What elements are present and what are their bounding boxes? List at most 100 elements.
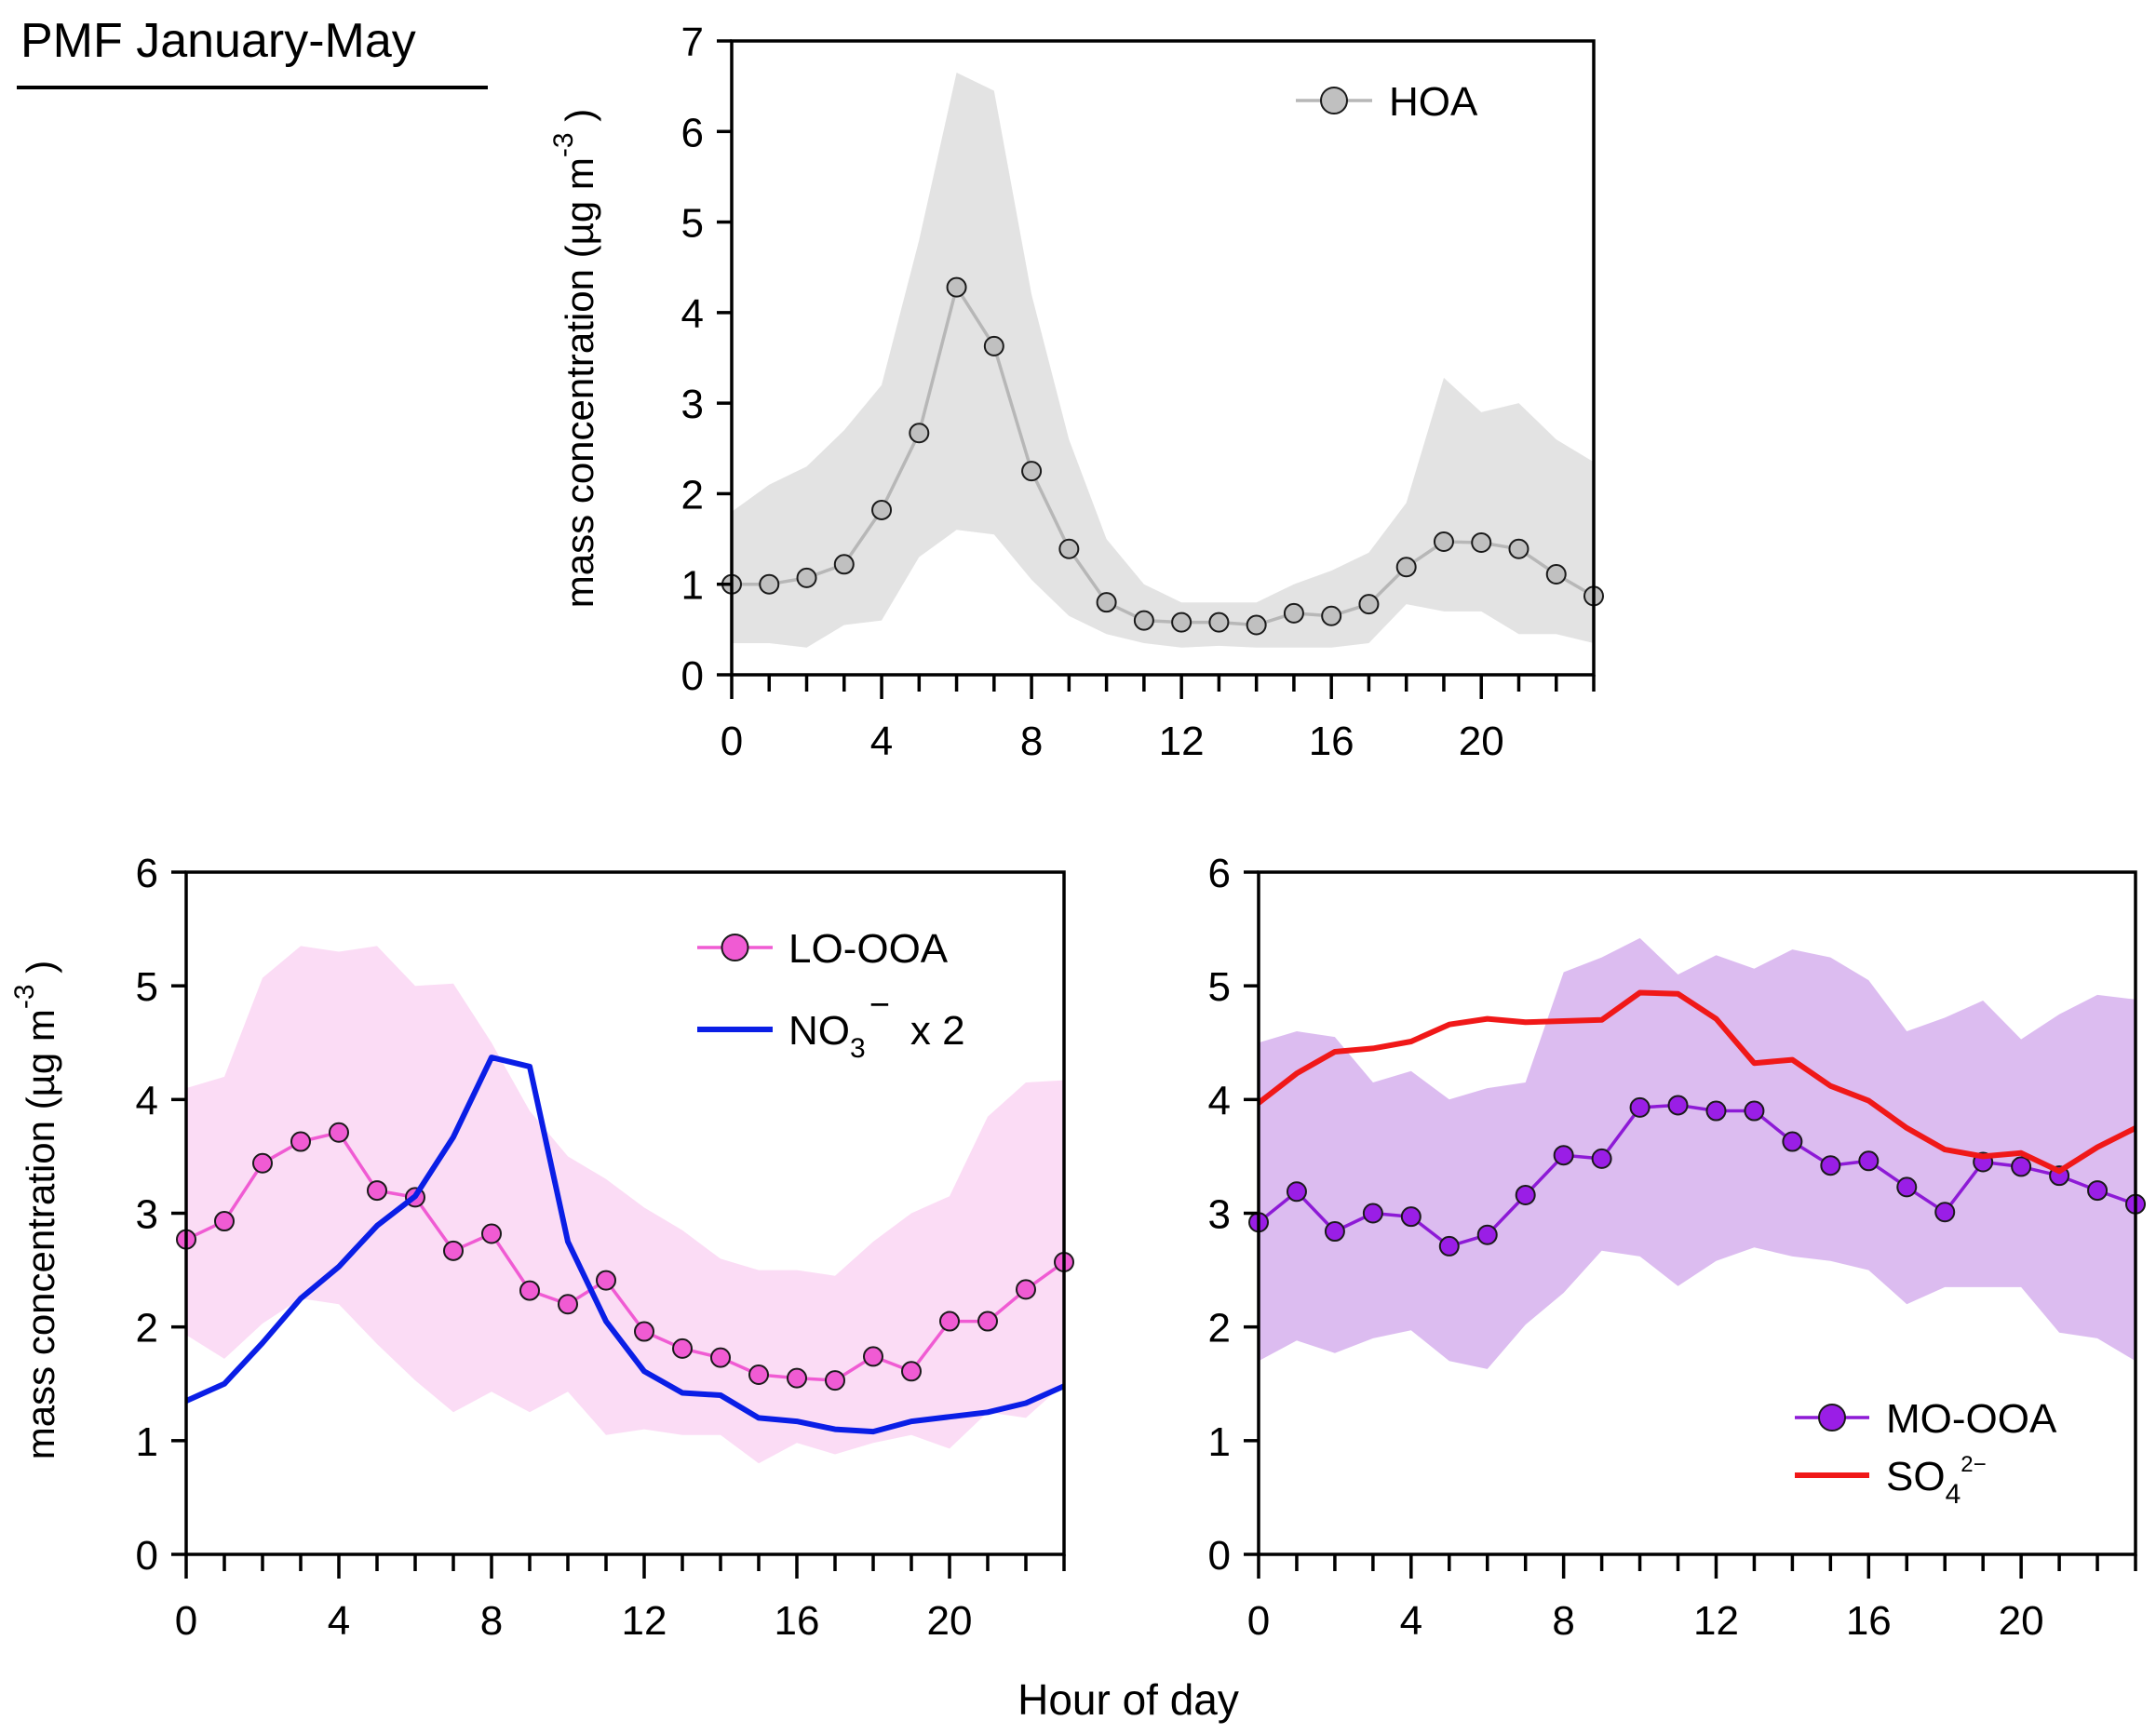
lo-ooa-series-0-point [901,1361,922,1382]
lo-ooa-y-tick-label: 0 [136,1533,158,1579]
hoa-series-0-point [833,554,855,575]
mo-ooa-series-0-point [2011,1156,2032,1177]
hoa-x-tick-label: 0 [721,719,743,764]
mo-ooa-y-tick-label: 4 [1208,1078,1231,1123]
mo-ooa-series-0-point [1782,1131,1803,1152]
lo-ooa-series-0-point [367,1180,387,1202]
lo-ooa-series-0-point [634,1321,654,1342]
hoa-series-0-point [946,276,967,298]
hoa-x-tick-label: 12 [1159,719,1205,764]
hoa-legend-swatch-marker [1320,87,1348,114]
mo-ooa-series-0-point [1820,1155,1841,1176]
lo-ooa-legend-label-sub: 3 [850,1033,866,1064]
hoa-y-tick-label: 5 [681,201,704,247]
hoa-series-0-point [1096,592,1117,613]
hoa-y-tick-label: 4 [681,291,704,337]
mo-ooa-series-0-point [1476,1224,1498,1245]
hoa-series-0-point [1395,557,1417,578]
lo-ooa-series-0-point [519,1280,540,1301]
mo-ooa-legend-label: SO42− [1886,1452,1987,1510]
lo-ooa-legend-label-main: NO [788,1008,850,1054]
lo-ooa-series-0-point [787,1367,807,1389]
hoa-series-0-point [1433,531,1454,552]
hoa-series-0-point [1171,612,1193,633]
hoa-y-tick-label: 0 [681,653,704,699]
lo-ooa-series-0-point [1016,1279,1036,1300]
hoa-series-0-point [1471,531,1492,553]
hoa-series-0-point [1508,538,1529,559]
hoa-series-0-point [1358,594,1380,615]
mo-ooa-series-0-point [1705,1100,1727,1122]
mo-ooa-x-tick-label: 16 [1846,1598,1892,1644]
figure-title-block: PMF January-May [20,13,416,69]
hoa-y-tick-label: 2 [681,472,704,518]
lo-ooa-series-1-line [184,1055,1066,1435]
hoa-y-axis-label-close: ) [558,109,601,133]
hoa-series-0-point [759,573,780,595]
mo-ooa-legend-swatch-marker [1818,1404,1846,1432]
mo-ooa-x-tick-label: 20 [1999,1598,2044,1644]
mo-ooa-series-0-point [1858,1150,1880,1172]
mo-ooa-series-0-point [1438,1235,1460,1257]
hoa-series-0-point [1208,612,1230,633]
lo-ooa-series-0-point [443,1240,464,1261]
lo-ooa-y-axis-label-close: ) [19,961,62,985]
lo-ooa-series-0-point [481,1223,502,1244]
mo-ooa-series-0-point [1324,1221,1345,1243]
lo-ooa-y-tick-label: 4 [136,1078,158,1123]
hoa-series-0-point [1321,605,1342,626]
mo-ooa-y-tick-label: 5 [1208,964,1231,1010]
hoa-y-tick-label: 1 [681,563,704,609]
lo-ooa-series-0-point [939,1311,960,1332]
lo-ooa-y-axis-label-main: mass concentration (µg m [19,1009,62,1459]
hoa-series-0-point [1283,602,1304,624]
mo-ooa-series-0-point [1515,1184,1536,1205]
mo-ooa-legend-label-sub: 4 [1946,1479,1961,1510]
mo-ooa-series-0-point [1744,1100,1765,1122]
mo-ooa-x-tick-label: 4 [1400,1598,1422,1644]
hoa-y-axis-label-sup: -3 [548,132,579,157]
lo-ooa-legend-label: NO3−x 2 [788,986,965,1064]
hoa-variability-band [732,73,1594,648]
lo-ooa-series-0-point [672,1337,693,1359]
mo-ooa-x-tick-label: 12 [1693,1598,1739,1644]
hoa-series-0-point [1545,564,1567,585]
lo-ooa-series-0-point [825,1370,845,1391]
mo-ooa-legend-label-main: SO [1886,1454,1946,1499]
lo-ooa-series-0-point [290,1131,311,1152]
x-axis-label: Hour of day [1017,1675,1239,1724]
lo-ooa-x-tick-label: 4 [328,1598,350,1644]
lo-ooa-x-tick-label: 8 [480,1598,503,1644]
hoa-series-0-point [1246,614,1267,636]
lo-ooa-series-0-point [748,1364,769,1385]
hoa-series-0-point [1021,461,1043,482]
hoa-legend-label: HOA [1389,79,1478,125]
lo-ooa-y-tick-label: 6 [136,851,158,896]
lo-ooa-x-tick-label: 16 [775,1598,820,1644]
mo-ooa-series-0-point [1896,1176,1918,1198]
hoa-series-0-point [871,499,893,520]
hoa-plot-frame [730,39,1596,677]
mo-ooa-y-tick-label: 2 [1208,1306,1231,1351]
mo-ooa-legend-label-main: MO-OOA [1886,1396,2057,1442]
lo-ooa-y-axis-label-sup: -3 [9,984,40,1009]
hoa-y-axis-label: mass concentration (µg m-3 ) [548,109,601,608]
hoa-y-tick-label: 3 [681,382,704,427]
hoa-x-tick-label: 16 [1309,719,1354,764]
lo-ooa-series-0-point [558,1294,578,1315]
mo-ooa-legend-label-sup: 2− [1961,1452,1986,1477]
mo-ooa-series-0-point [2087,1180,2109,1202]
mo-ooa-y-tick-label: 0 [1208,1533,1231,1579]
mo-ooa-series-0-point [1362,1203,1383,1224]
hoa-series-0-point [1058,538,1080,559]
mo-ooa-series-0-point [1553,1145,1574,1166]
mo-ooa-y-tick-label: 1 [1208,1419,1231,1465]
figure-title: PMF January-May [20,14,416,68]
mo-ooa-y-tick-label: 3 [1208,1192,1231,1238]
lo-ooa-x-tick-label: 0 [175,1598,197,1644]
lo-ooa-series-0-point [252,1152,273,1174]
lo-ooa-series-0-point [329,1122,349,1143]
